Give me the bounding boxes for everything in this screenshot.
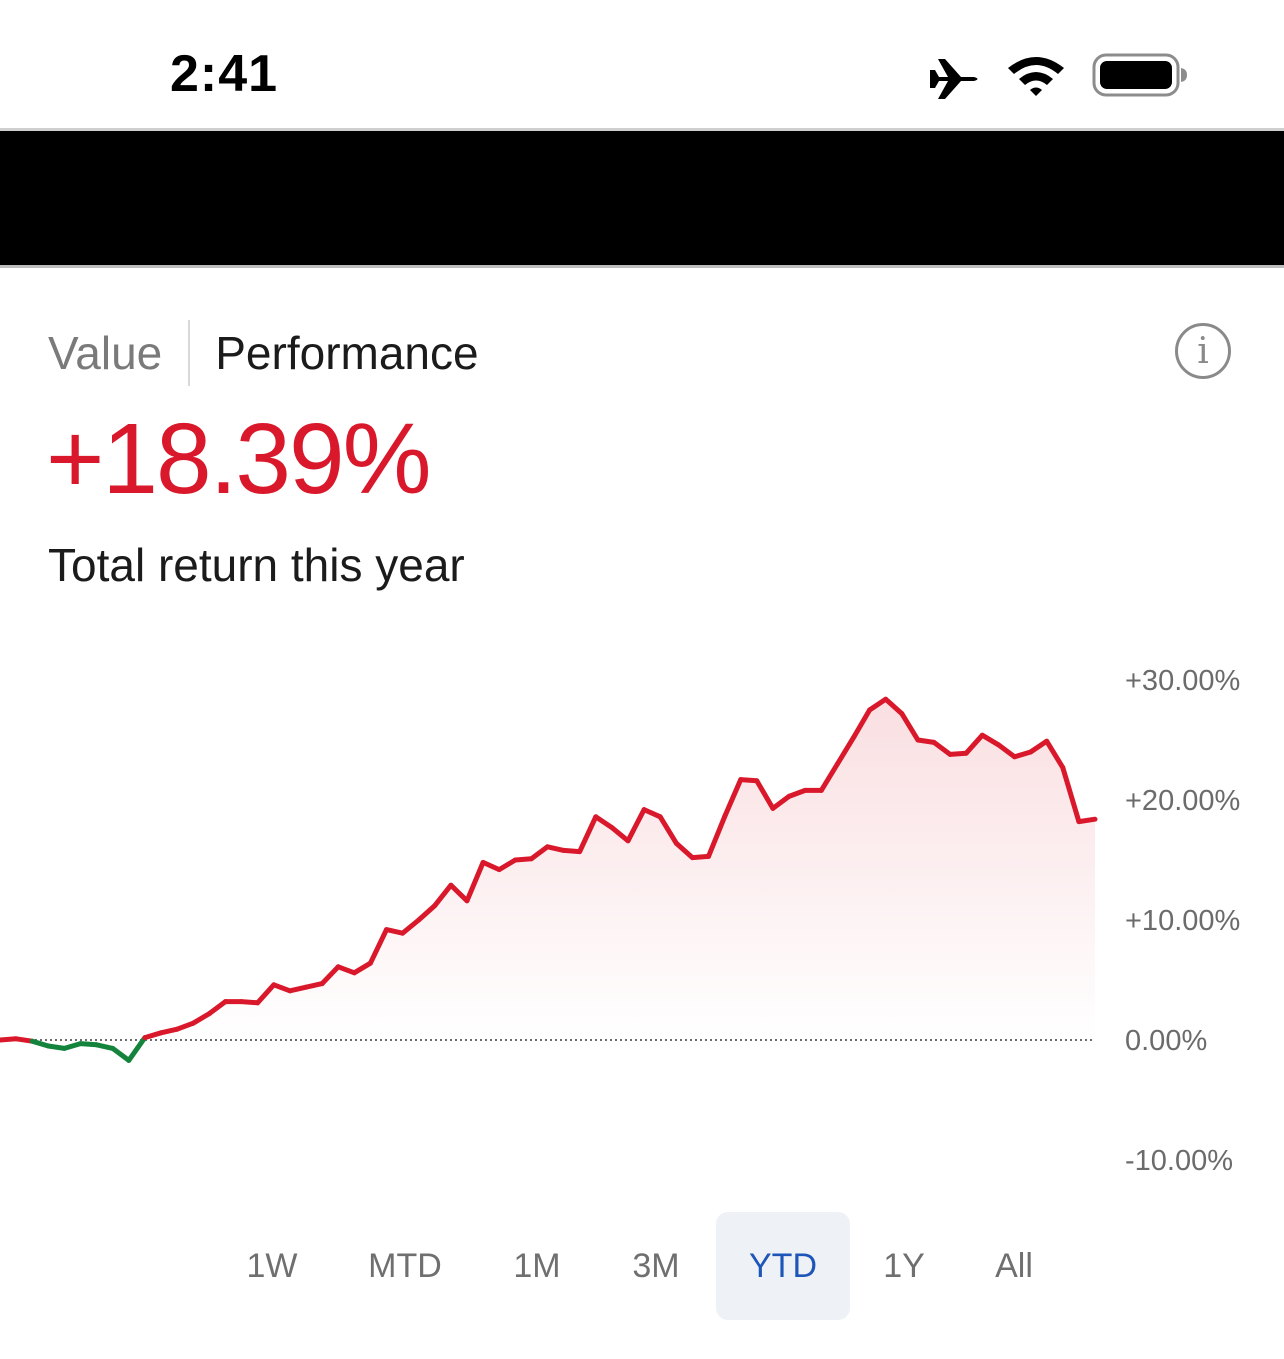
chart-line-segment (255, 982, 277, 1006)
chart-line-segment (1028, 738, 1050, 755)
chart-line-segment (867, 696, 889, 713)
chart-line-segment (367, 927, 389, 966)
chart-line-segment (158, 1026, 180, 1036)
chart-line-segment (545, 844, 567, 853)
chart-line-segment (78, 1041, 100, 1048)
chart-line-segment (174, 1020, 196, 1032)
view-toggle: Value Performance (48, 320, 479, 386)
chart-line-segment (689, 853, 711, 861)
chart-line-segment (851, 707, 873, 741)
chart-line-segment (528, 844, 550, 862)
chart-line-segment (706, 814, 728, 859)
chart-line-segment (432, 882, 454, 909)
chart-line-segment (577, 814, 599, 855)
chart-line-segment (110, 1045, 132, 1063)
chart-line-segment (287, 984, 309, 994)
airplane-icon (930, 59, 978, 99)
y-axis-tick-label: +20.00% (1125, 785, 1240, 817)
y-axis-tick-label: -10.00% (1125, 1145, 1233, 1177)
y-axis-tick-label: 0.00% (1125, 1025, 1207, 1057)
chart-line-segment (126, 1035, 148, 1063)
chart-line-segment (480, 859, 502, 873)
chart-line-segment (625, 807, 647, 844)
info-icon[interactable]: i (1175, 323, 1231, 379)
chart-line-segment (947, 750, 969, 757)
toggle-performance[interactable]: Performance (215, 327, 479, 379)
chart-line-segment (29, 1038, 51, 1049)
chart-line-segment (1076, 816, 1098, 825)
toggle-value[interactable]: Value (48, 327, 163, 379)
chart-line-segment (496, 857, 518, 873)
chart-line-segment (0, 1036, 19, 1043)
chart-line-segment (770, 793, 792, 811)
range-tab-mtd[interactable]: MTD (368, 1246, 442, 1285)
chart-line-segment (45, 1043, 67, 1051)
chart-line-segment (190, 1011, 212, 1026)
chart-line-segment (351, 960, 373, 976)
range-tab-all[interactable]: All (995, 1246, 1033, 1285)
battery-icon (1092, 53, 1187, 97)
chart-line-segment (142, 1030, 164, 1041)
chart-line-segment (416, 903, 438, 923)
chart-line-segment (818, 761, 840, 793)
chart-line-segment (899, 711, 921, 743)
chart-line-segment (239, 999, 261, 1006)
chart-line-segment (995, 742, 1017, 760)
chart-line-segment (271, 982, 293, 994)
chart-line-segment (384, 927, 406, 936)
toggle-divider (188, 320, 191, 386)
chart-line-segment (1012, 749, 1034, 760)
chart-line-segment (722, 777, 744, 820)
chart-line-segment (61, 1041, 83, 1051)
chart-line-segment (963, 732, 985, 756)
chart-line-segment (206, 999, 228, 1017)
chart-line-segment (400, 917, 422, 936)
range-tab-ytd[interactable]: YTD (716, 1212, 850, 1320)
status-time: 2:41 (170, 45, 279, 103)
chart-line-segment (319, 964, 341, 987)
chart-line-segment (657, 814, 679, 846)
chart-line-segment (609, 825, 631, 844)
range-tab-1w[interactable]: 1W (246, 1246, 298, 1285)
app-header-redacted (0, 128, 1284, 268)
chart-area-fill (0, 699, 1095, 1040)
chart-line-segment (448, 882, 470, 904)
chart-line-segment (593, 814, 615, 831)
chart-line-segment (738, 777, 760, 784)
chart-line-segment (303, 981, 325, 990)
chart-line-segment (786, 787, 808, 799)
chart-line-segment (915, 737, 937, 745)
chart-line-segment (94, 1042, 116, 1051)
range-tab-1m[interactable]: 1M (513, 1246, 561, 1285)
chart-line-segment (754, 778, 776, 811)
chart-line-segment (13, 1036, 35, 1044)
total-return-caption: Total return this year (48, 539, 465, 591)
performance-chart: +30.00% +20.00% +10.00% 0.00% -10.00% (0, 665, 1240, 1177)
chart-line-segment (464, 859, 486, 904)
status-bar: 2:41 (0, 0, 1284, 128)
chart-line-segment (641, 807, 663, 820)
chart-line-segment (883, 696, 905, 717)
total-return-value: +18.39% (46, 403, 432, 515)
range-tab-3m[interactable]: 3M (632, 1246, 680, 1285)
chart-line-segment (335, 964, 357, 976)
chart-line-segment (1060, 765, 1082, 825)
chart-line-segment (931, 739, 953, 757)
chart-line-segment (512, 856, 534, 863)
chart-line-segment (561, 847, 583, 855)
chart-line-segment (673, 840, 695, 861)
y-axis-tick-label: +30.00% (1125, 665, 1240, 697)
range-tabs: 1W MTD 1M 3M YTD 1Y All (0, 1212, 1284, 1320)
chart-line-segment (834, 735, 856, 767)
range-tab-1y[interactable]: 1Y (883, 1246, 925, 1285)
wifi-icon (1008, 57, 1064, 96)
chart-line-segment (1044, 738, 1066, 771)
chart-line-segment (979, 732, 1001, 748)
y-axis-tick-label: +10.00% (1125, 905, 1240, 937)
